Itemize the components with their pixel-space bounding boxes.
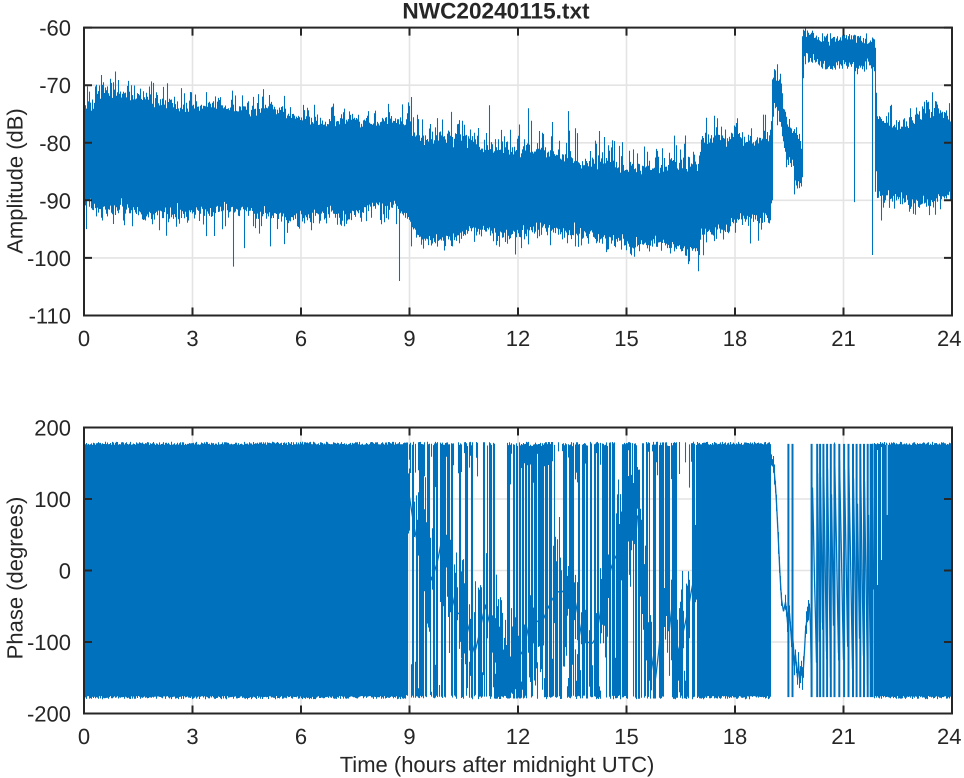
svg-text:0: 0 <box>59 559 71 584</box>
svg-text:-100: -100 <box>27 630 71 655</box>
svg-text:12: 12 <box>506 326 530 351</box>
svg-text:24: 24 <box>937 326 961 351</box>
svg-text:Phase (degrees): Phase (degrees) <box>2 497 27 660</box>
svg-text:18: 18 <box>723 724 747 749</box>
svg-text:21: 21 <box>831 724 855 749</box>
svg-text:-100: -100 <box>27 246 71 271</box>
svg-text:9: 9 <box>403 724 415 749</box>
svg-text:15: 15 <box>614 326 638 351</box>
svg-text:24: 24 <box>937 724 961 749</box>
svg-text:-200: -200 <box>27 702 71 727</box>
svg-text:NWC20240115.txt: NWC20240115.txt <box>402 0 590 23</box>
svg-text:3: 3 <box>186 724 198 749</box>
svg-text:0: 0 <box>78 724 90 749</box>
svg-text:-110: -110 <box>29 304 71 329</box>
svg-text:15: 15 <box>614 724 638 749</box>
svg-text:6: 6 <box>295 724 307 749</box>
svg-text:-60: -60 <box>39 16 71 41</box>
svg-text:21: 21 <box>831 326 855 351</box>
svg-text:100: 100 <box>34 487 71 512</box>
svg-text:200: 200 <box>34 416 71 441</box>
svg-text:3: 3 <box>186 326 198 351</box>
svg-text:-80: -80 <box>39 131 71 156</box>
svg-text:12: 12 <box>506 724 530 749</box>
svg-text:18: 18 <box>723 326 747 351</box>
svg-text:Amplitude (dB): Amplitude (dB) <box>2 108 27 254</box>
svg-text:-90: -90 <box>39 188 71 213</box>
svg-text:-70: -70 <box>39 73 71 98</box>
svg-text:9: 9 <box>403 326 415 351</box>
svg-text:Time (hours after midnight UTC: Time (hours after midnight UTC) <box>340 752 655 777</box>
svg-text:0: 0 <box>78 326 90 351</box>
svg-text:6: 6 <box>295 326 307 351</box>
